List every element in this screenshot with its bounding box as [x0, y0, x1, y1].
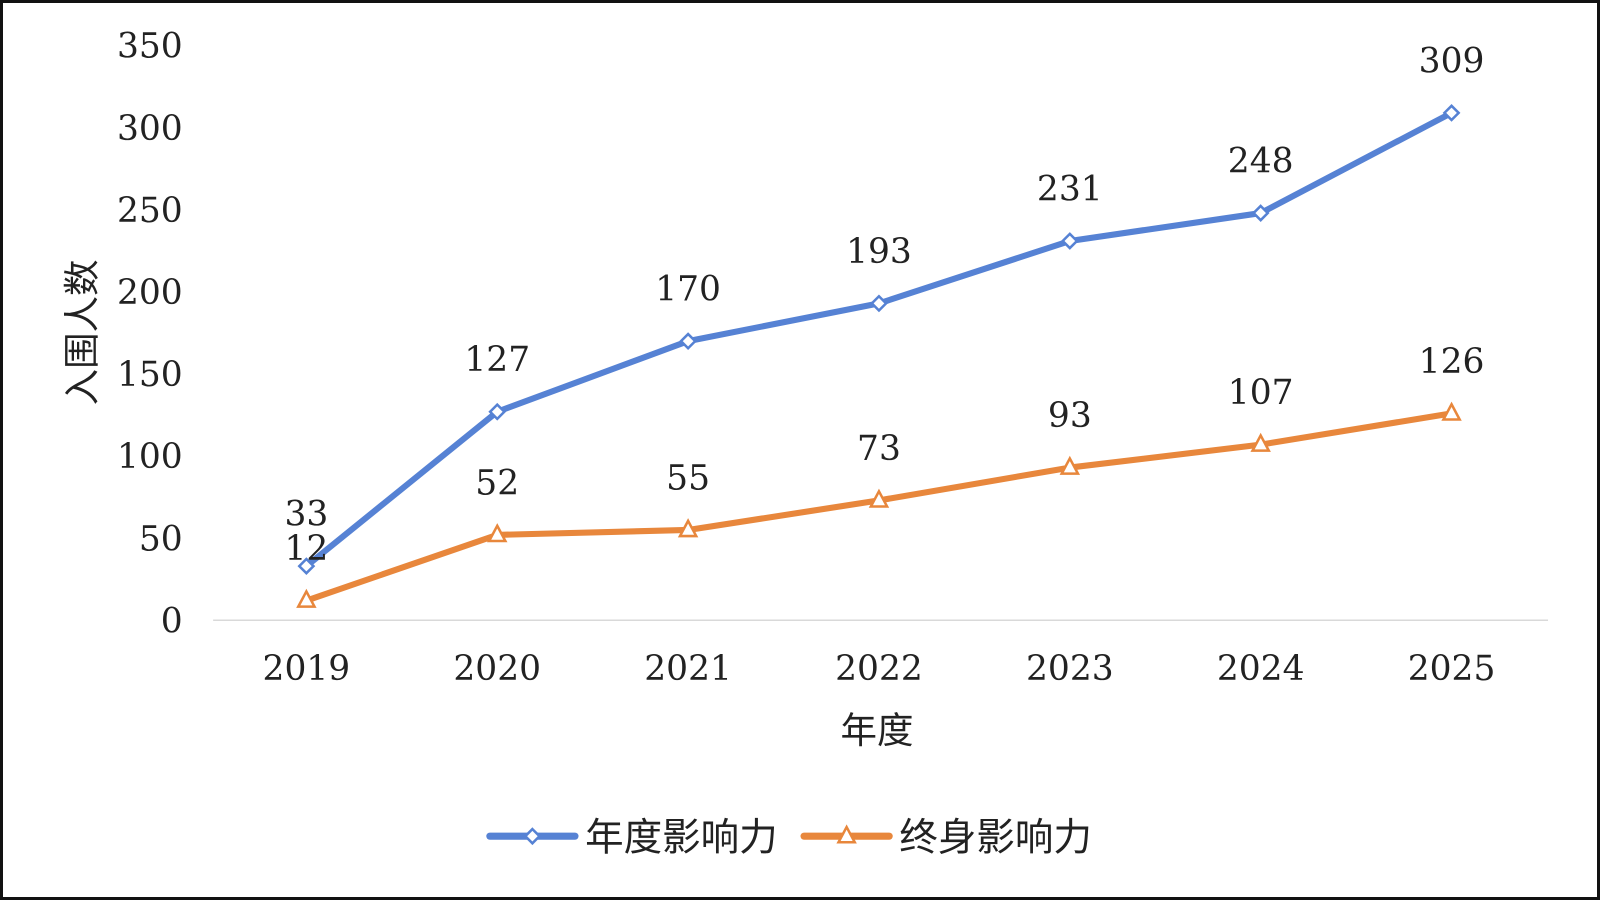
x-tick-labels: 2019 2020 2021 2022 2023 2024 2025 — [263, 649, 1496, 689]
triangle-marker-icon — [836, 824, 857, 844]
x-tick-label: 2020 — [453, 649, 541, 689]
y-tick-label: 150 — [117, 355, 183, 395]
y-tick-label: 50 — [139, 519, 183, 559]
data-label: 55 — [666, 458, 710, 498]
series-annual: 33 127 170 193 231 248 309 — [284, 41, 1485, 575]
data-label: 127 — [464, 340, 530, 380]
legend-item: 终身影响力 — [800, 815, 1092, 860]
data-label: 93 — [1048, 396, 1092, 436]
x-tick-label: 2025 — [1408, 649, 1496, 689]
data-point — [1251, 204, 1270, 222]
data-point — [297, 557, 316, 575]
data-label: 73 — [857, 429, 901, 469]
data-label: 170 — [655, 270, 721, 310]
x-axis-title: 年度 — [841, 709, 914, 752]
data-point — [1442, 104, 1461, 122]
series-lifetime: 12 52 55 73 93 107 126 — [284, 342, 1485, 608]
y-tick-label: 200 — [117, 273, 183, 313]
y-axis-title: 入围人数 — [61, 259, 104, 405]
x-tick-label: 2024 — [1217, 649, 1305, 689]
legend-label: 终身影响力 — [899, 815, 1092, 860]
legend-item: 年度影响力 — [486, 815, 778, 860]
data-point — [296, 588, 317, 608]
x-tick-label: 2023 — [1026, 649, 1114, 689]
data-point — [1441, 401, 1462, 421]
data-point — [870, 294, 888, 313]
data-label: 248 — [1228, 142, 1294, 182]
data-point — [1250, 432, 1271, 452]
legend: 年度影响力 终身影响力 — [486, 815, 1092, 860]
y-tick-label: 0 — [161, 601, 183, 641]
data-label: 309 — [1419, 41, 1485, 81]
y-tick-label: 100 — [117, 437, 183, 477]
data-label: 52 — [475, 463, 519, 503]
data-label: 193 — [846, 232, 912, 272]
data-label: 12 — [284, 529, 328, 569]
y-tick-label: 250 — [117, 191, 183, 231]
data-point — [487, 523, 508, 543]
data-point — [868, 488, 890, 508]
x-tick-label: 2019 — [263, 649, 351, 689]
y-tick-label: 300 — [117, 109, 183, 149]
data-point — [1059, 455, 1081, 475]
y-tick-label: 350 — [117, 27, 183, 67]
data-point — [677, 518, 699, 538]
legend-label: 年度影响力 — [585, 815, 778, 860]
data-label: 33 — [284, 495, 328, 535]
x-tick-label: 2022 — [835, 649, 923, 689]
x-tick-label: 2021 — [644, 649, 732, 689]
diamond-marker-icon — [523, 827, 542, 846]
data-label: 126 — [1419, 342, 1485, 382]
data-label: 107 — [1228, 373, 1294, 413]
data-point — [488, 402, 507, 421]
data-point — [679, 332, 697, 351]
data-point — [1060, 232, 1079, 250]
y-tick-labels: 0 50 100 150 200 250 300 350 — [117, 27, 183, 642]
data-label: 231 — [1037, 169, 1103, 209]
